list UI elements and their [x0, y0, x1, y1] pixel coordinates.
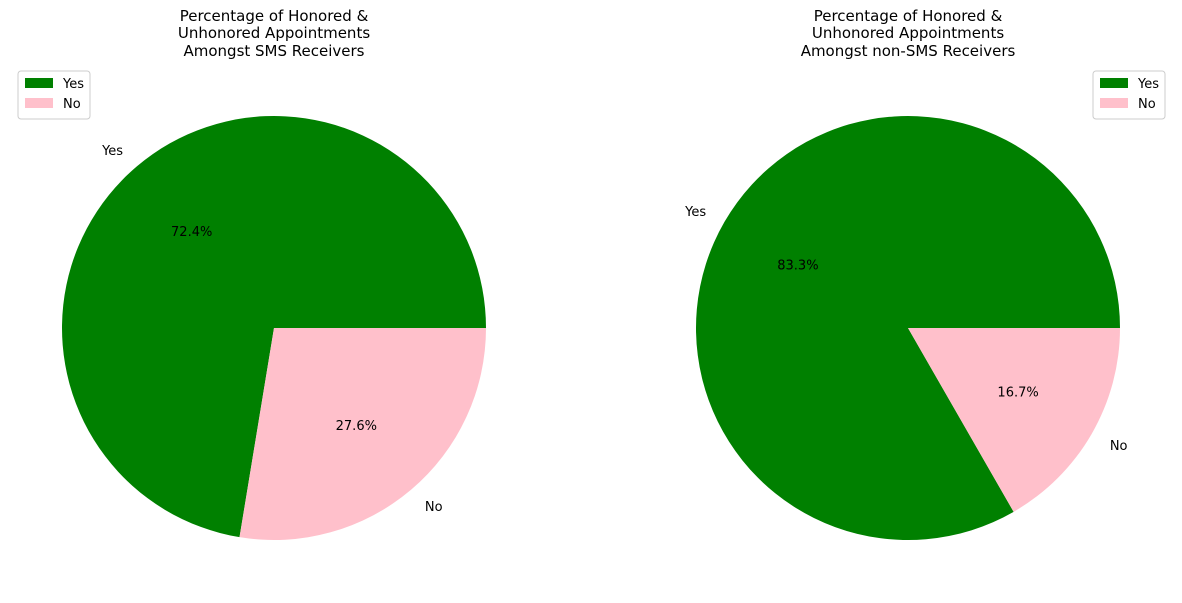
- chart-title-line-1: Percentage of Honored &: [180, 7, 369, 25]
- legend-swatch: [25, 78, 53, 88]
- pie-slices: [61, 116, 486, 540]
- pie-chart-non-sms: Percentage of Honored & Unhonored Appoin…: [684, 7, 1166, 541]
- slice-label: No: [425, 500, 443, 515]
- pie-chart-sms: Percentage of Honored & Unhonored Appoin…: [17, 7, 486, 540]
- pie-slice-yes: [696, 116, 1120, 541]
- chart-title-line-3: Amongst SMS Receivers: [183, 42, 364, 60]
- chart-title-line-2: Unhonored Appointments: [178, 24, 370, 42]
- legend: Yes No: [1092, 70, 1166, 120]
- slice-percentage: 72.4%: [171, 225, 212, 240]
- chart-title-line-2: Unhonored Appointments: [812, 24, 1004, 42]
- slice-label: Yes: [101, 144, 123, 159]
- legend-swatch: [1100, 98, 1128, 108]
- legend-swatch: [25, 98, 53, 108]
- slice-label: No: [1110, 439, 1128, 454]
- pie-slice-yes: [61, 116, 486, 538]
- chart-title-line-3: Amongst non-SMS Receivers: [801, 42, 1016, 60]
- pie-labels: Yes 72.4% No 27.6%: [101, 144, 443, 515]
- legend-entry: No: [1138, 97, 1156, 112]
- legend: Yes No: [17, 70, 91, 120]
- legend-entry: Yes: [1137, 77, 1159, 92]
- pie-labels: Yes 83.3% No 16.7%: [684, 205, 1127, 454]
- slice-percentage: 83.3%: [777, 258, 818, 273]
- legend-entry: Yes: [62, 77, 84, 92]
- pie-slice-no: [908, 328, 1120, 512]
- pie-slices: [696, 116, 1120, 541]
- chart-title-line-1: Percentage of Honored &: [814, 7, 1003, 25]
- legend-swatch: [1100, 78, 1128, 88]
- slice-percentage: 16.7%: [997, 386, 1038, 401]
- slice-percentage: 27.6%: [336, 419, 377, 434]
- legend-entry: No: [63, 97, 81, 112]
- slice-label: Yes: [684, 205, 706, 220]
- pie-slice-no: [239, 328, 486, 540]
